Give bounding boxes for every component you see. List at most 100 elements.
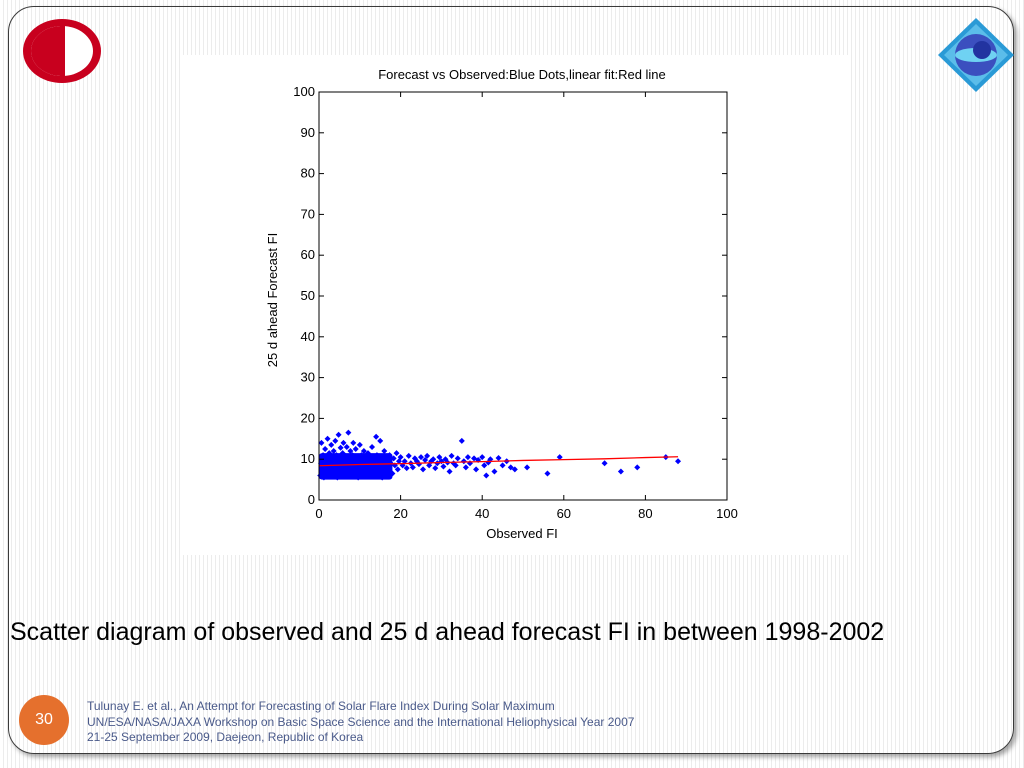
- scatter-point: [372, 458, 379, 465]
- scatter-point: [432, 465, 439, 472]
- y-tick-label: 10: [301, 451, 315, 466]
- scatter-point: [345, 429, 352, 436]
- scatter-point: [320, 452, 327, 459]
- x-tick-label: 40: [475, 506, 489, 521]
- scatter-point: [338, 470, 345, 477]
- scatter-point: [329, 471, 336, 478]
- y-tick-label: 90: [301, 125, 315, 140]
- scatter-point: [458, 437, 465, 444]
- scatter-point: [507, 464, 514, 471]
- scatter-point: [358, 452, 365, 459]
- scatter-point: [524, 464, 531, 471]
- slide-caption: Scatter diagram of observed and 25 d ahe…: [10, 618, 885, 646]
- y-tick-label: 60: [301, 247, 315, 262]
- y-tick-label: 30: [301, 370, 315, 385]
- scatter-point: [440, 463, 447, 470]
- scatter-point: [347, 448, 354, 455]
- page-number-badge: 30: [19, 695, 69, 745]
- footer-citation: Tulunay E. et al., An Attempt for Foreca…: [87, 699, 634, 746]
- footer-line: UN/ESA/NASA/JAXA Workshop on Basic Space…: [87, 714, 635, 729]
- scatter-point: [446, 468, 453, 475]
- scatter-point: [385, 464, 392, 471]
- scatter-point: [369, 443, 376, 450]
- scatter-point: [397, 454, 404, 461]
- scatter-point: [601, 460, 608, 467]
- chart-panel: Forecast vs Observed:Blue Dots,linear fi…: [180, 55, 848, 555]
- scatter-point: [324, 458, 331, 465]
- scatter-point: [380, 457, 387, 464]
- x-tick-label: 100: [716, 506, 738, 521]
- scatter-point: [350, 472, 357, 479]
- scatter-point: [338, 464, 345, 471]
- page-number: 30: [35, 711, 53, 728]
- scatter-point: [373, 452, 380, 459]
- scatter-point: [386, 452, 393, 459]
- scatter-point: [340, 439, 347, 446]
- scatter-point: [364, 450, 371, 457]
- scatter-point: [328, 454, 335, 461]
- y-tick-label: 80: [301, 166, 315, 181]
- scatter-point: [371, 470, 378, 477]
- scatter-point: [377, 437, 384, 444]
- scatter-point: [418, 454, 424, 461]
- scatter-point: [334, 474, 341, 481]
- scatter-point: [352, 446, 359, 452]
- footer-line: Tulunay E. et al., An Attempt for Foreca…: [87, 699, 555, 713]
- scatter-point: [359, 470, 366, 477]
- footer-line: 21-25 September 2009, Daejeon, Republic …: [87, 730, 364, 744]
- linear-fit-line: [318, 456, 679, 467]
- scatter-point: [487, 456, 494, 463]
- scatter-point: [335, 431, 342, 438]
- scatter-point: [403, 465, 410, 472]
- scatter-point: [342, 473, 349, 480]
- scatter-point: [420, 466, 427, 473]
- scatter-point: [381, 448, 388, 455]
- scatter-point: [473, 466, 480, 473]
- scatter-point: [330, 448, 337, 455]
- scatter-point: [617, 468, 624, 475]
- scatter-point: [328, 441, 335, 448]
- university-logo-icon: [23, 19, 101, 83]
- scatter-point: [389, 470, 396, 477]
- scatter-point: [342, 452, 349, 459]
- scatter-point: [364, 471, 371, 478]
- scatter-point: [354, 454, 361, 461]
- scatter-point: [556, 454, 563, 461]
- scatter-point: [318, 439, 325, 446]
- scatter-point: [356, 441, 363, 448]
- x-tick-label: 60: [557, 506, 571, 521]
- y-axis-label: 25 d ahead Forecast FI: [265, 233, 280, 367]
- scatter-points: [317, 429, 682, 481]
- y-tick-label: 0: [308, 492, 315, 507]
- scatter-point: [350, 439, 357, 446]
- scatter-point: [353, 468, 360, 475]
- scatter-point: [352, 464, 359, 471]
- scatter-point: [332, 437, 339, 444]
- scatter-point: [368, 454, 375, 461]
- x-tick-label: 80: [638, 506, 652, 521]
- scatter-point: [390, 455, 397, 462]
- scatter-point: [369, 464, 376, 471]
- scatter-chart: Forecast vs Observed:Blue Dots,linear fi…: [265, 67, 738, 541]
- scatter-point: [395, 458, 402, 465]
- scatter-point: [422, 457, 429, 464]
- scatter-point: [430, 456, 437, 463]
- scatter-point: [362, 456, 369, 463]
- scatter-point: [379, 474, 386, 481]
- scatter-point: [434, 460, 441, 467]
- x-tick-label: 20: [393, 506, 407, 521]
- y-tick-label: 20: [301, 410, 315, 425]
- scatter-point: [367, 468, 373, 475]
- chart-title: Forecast vs Observed:Blue Dots,linear fi…: [378, 67, 666, 82]
- scatter-point: [325, 468, 332, 475]
- scatter-point: [479, 454, 486, 461]
- scatter-point: [544, 470, 551, 477]
- slide-frame: [8, 6, 1014, 754]
- scatter-point: [341, 467, 348, 474]
- scatter-point: [424, 452, 431, 459]
- scatter-point: [454, 455, 461, 462]
- scatter-point: [324, 435, 331, 442]
- scatter-point: [409, 464, 416, 471]
- scatter-point: [401, 458, 408, 465]
- scatter-point: [336, 458, 343, 465]
